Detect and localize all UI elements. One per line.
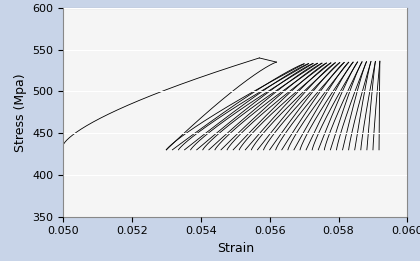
X-axis label: Strain: Strain bbox=[217, 242, 254, 255]
Y-axis label: Stress (Mpa): Stress (Mpa) bbox=[13, 73, 26, 152]
